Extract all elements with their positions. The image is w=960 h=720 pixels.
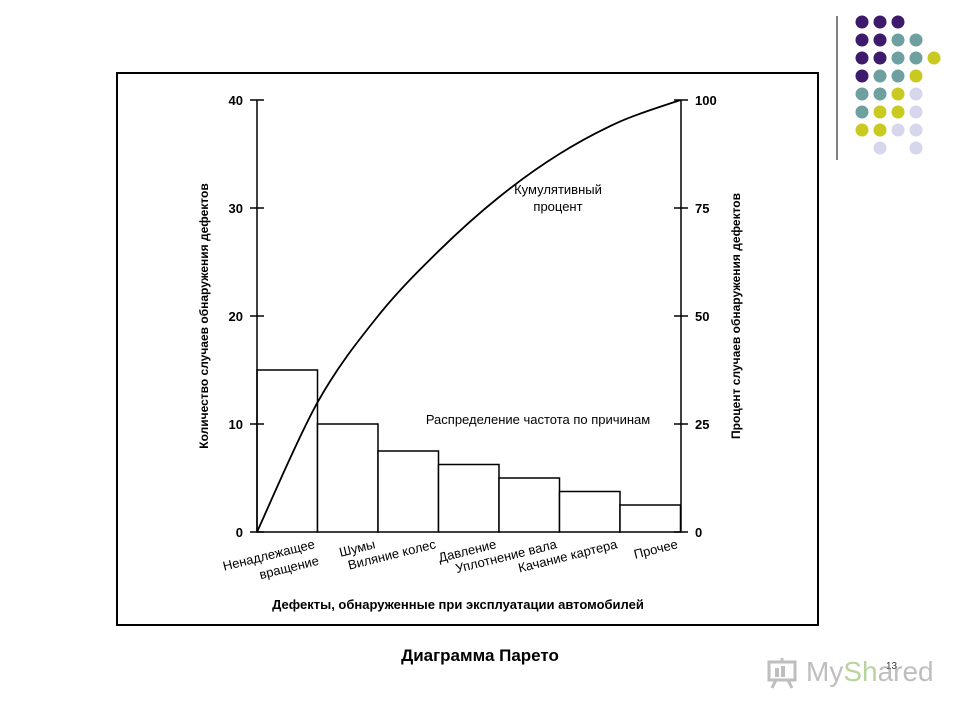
bar — [558, 490, 621, 533]
y-axis-title: Количество случаев обнаружения дефектов — [197, 183, 211, 449]
watermark-text: MyShared — [806, 656, 934, 687]
bars-annotation: Распределение частота по причинам — [426, 412, 650, 427]
y2-axis-title: Процент случаев обнаружения дефектов — [729, 193, 743, 439]
page-number: 13 — [886, 661, 898, 672]
decorative-dot — [855, 51, 869, 65]
decorative-dot — [855, 33, 869, 47]
decorative-dot-grid — [836, 15, 941, 160]
decorative-dot — [873, 33, 887, 47]
x-axis-title: Дефекты, обнаруженные при эксплуатации а… — [272, 597, 644, 612]
decorative-dot — [855, 15, 869, 29]
y-tick-label: 10 — [229, 417, 243, 432]
watermark-presentation-icon — [767, 658, 797, 689]
decorative-dot — [891, 33, 905, 47]
watermark-logo: MyShared — [766, 654, 936, 690]
cumulative-percent-line — [256, 99, 681, 533]
y2-tick-label: 25 — [695, 417, 709, 432]
y-tick-label: 40 — [229, 93, 243, 108]
decorative-dot — [891, 51, 905, 65]
decorative-dot — [891, 87, 905, 101]
decorative-dot — [873, 15, 887, 29]
decorative-dot — [873, 141, 887, 155]
decorative-dot — [855, 105, 869, 119]
y2-tick-label: 0 — [695, 525, 702, 540]
decorative-dot — [927, 51, 941, 65]
decorative-dot — [855, 87, 869, 101]
chart-canvas: 0 10 20 30 40 0 25 50 75 100 Ненадлежащеевращение… — [197, 93, 743, 612]
bar — [377, 450, 440, 533]
category-label: Прочее — [632, 536, 679, 561]
y-tick-label: 20 — [229, 309, 243, 324]
bar — [619, 504, 682, 533]
category-label-line: Прочее — [632, 536, 679, 561]
y2-tick-label: 75 — [695, 201, 709, 216]
cumulative-label-line-1: Кумулятивный — [514, 182, 602, 197]
decorative-dot — [891, 69, 905, 83]
y-tick-label: 0 — [236, 525, 243, 540]
decorative-dot — [891, 123, 905, 137]
decorative-dot — [909, 87, 923, 101]
decorative-dot — [855, 123, 869, 137]
chart-caption: Диаграмма Парето — [401, 646, 559, 665]
decorative-dot — [909, 69, 923, 83]
decorative-dot — [873, 69, 887, 83]
bar — [316, 423, 379, 533]
decorative-dot — [873, 51, 887, 65]
y-tick-label: 30 — [229, 201, 243, 216]
cumulative-label-line-2: процент — [533, 199, 582, 214]
decorative-dot — [891, 15, 905, 29]
decorative-dot — [873, 87, 887, 101]
pareto-chart: 0 10 20 30 40 0 25 50 75 100 Ненадлежащее вращение… — [116, 72, 819, 626]
decorative-dot — [909, 123, 923, 137]
decorative-dot — [873, 105, 887, 119]
bar — [256, 369, 319, 533]
decorative-dot — [855, 69, 869, 83]
decorative-dot — [873, 123, 887, 137]
y2-tick-label: 50 — [695, 309, 709, 324]
decorative-dot — [909, 51, 923, 65]
bar — [437, 463, 500, 533]
bar — [498, 477, 561, 533]
decorative-dot — [909, 105, 923, 119]
decorative-dot — [909, 33, 923, 47]
decorative-dot — [909, 141, 923, 155]
decorative-dot — [891, 105, 905, 119]
y2-tick-label: 100 — [695, 93, 717, 108]
